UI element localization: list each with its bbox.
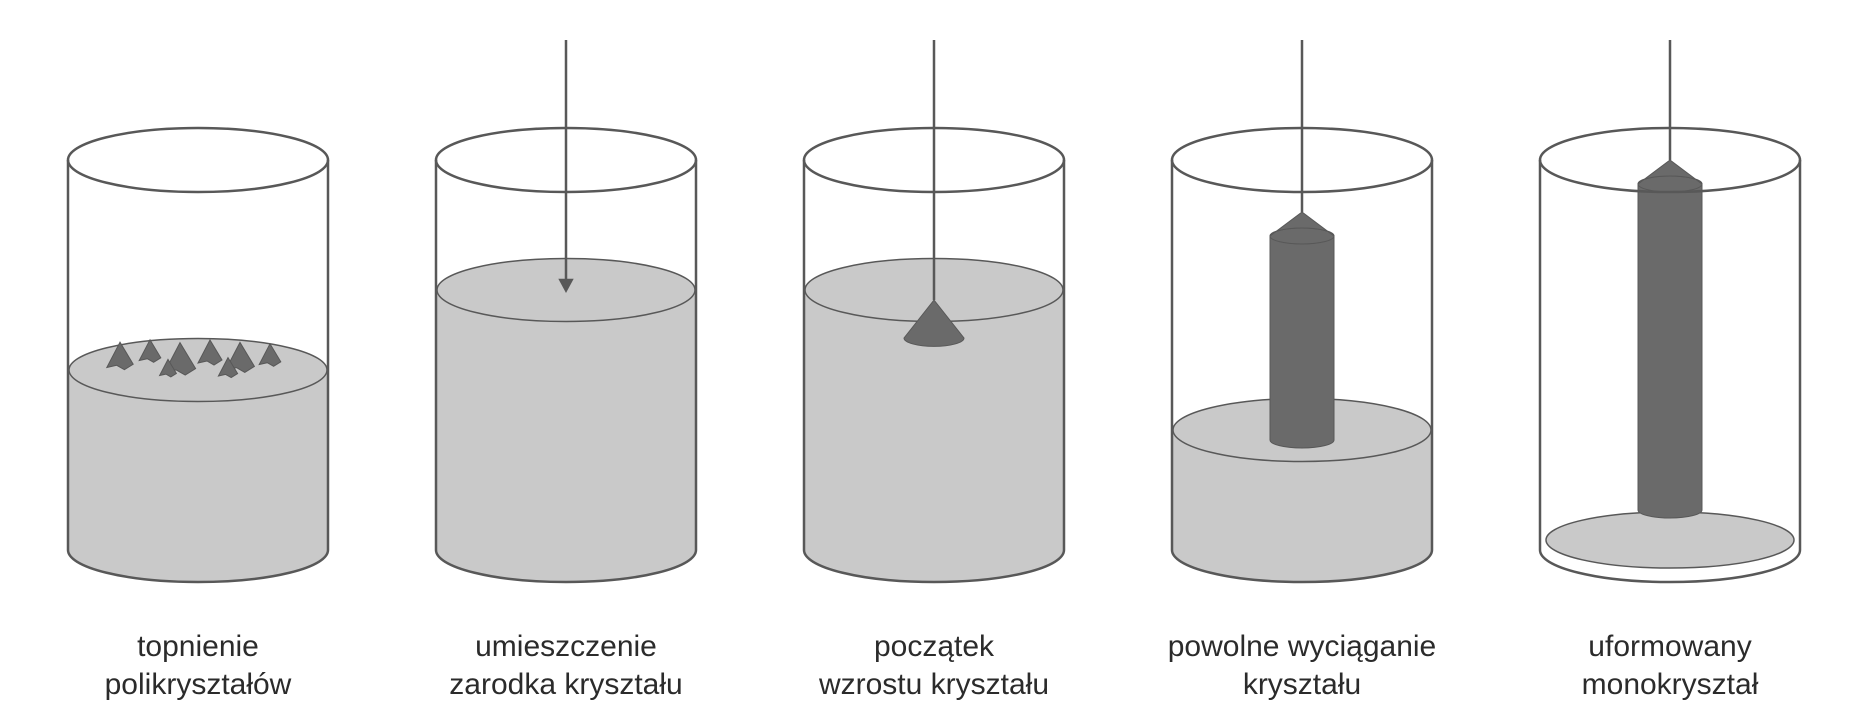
stage-p1: topnienie polikryształów [28, 40, 368, 703]
stage-illustration [1500, 40, 1840, 600]
stage-p2: umieszczenie zarodka kryształu [396, 40, 736, 703]
stage-caption: topnienie polikryształów [105, 628, 292, 703]
stage-p3: początek wzrostu kryształu [764, 40, 1104, 703]
stage-p4: powolne wyciąganie kryształu [1132, 40, 1472, 703]
stage-p5: uformowany monokryształ [1500, 40, 1840, 703]
stage-illustration [764, 40, 1104, 600]
stage-illustration [28, 40, 368, 600]
stage-caption: umieszczenie zarodka kryształu [449, 628, 682, 703]
stage-illustration [1132, 40, 1472, 600]
stage-illustration [396, 40, 736, 600]
stage-caption: powolne wyciąganie kryształu [1168, 628, 1437, 703]
stage-caption: uformowany monokryształ [1582, 628, 1759, 703]
stage-caption: początek wzrostu kryształu [819, 628, 1049, 703]
